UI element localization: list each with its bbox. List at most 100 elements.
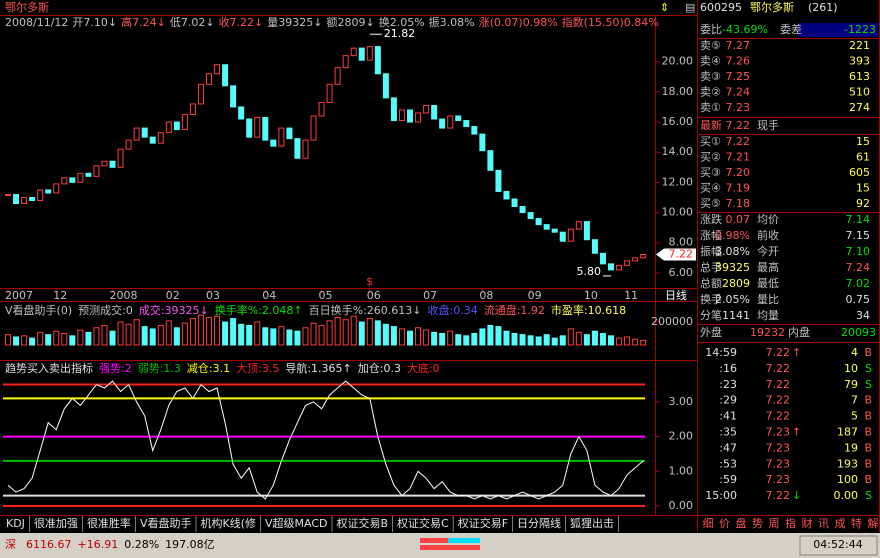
indicator-tab[interactable]: 很准胜率 bbox=[87, 516, 131, 530]
status-item: 6116.67 bbox=[26, 538, 72, 551]
volume-bar bbox=[149, 328, 156, 346]
stat-label: 振幅 bbox=[700, 244, 722, 258]
volume-bar bbox=[374, 320, 381, 346]
indicator-tab[interactable]: 很准加强 bbox=[34, 516, 78, 530]
x-tick-label: 2008 bbox=[110, 289, 138, 302]
volume-bar bbox=[342, 319, 349, 346]
candle bbox=[310, 115, 317, 141]
tick-volume: 4 bbox=[851, 346, 858, 359]
book-volume: 92 bbox=[856, 197, 870, 210]
candle bbox=[535, 218, 542, 226]
volume-bar bbox=[37, 331, 44, 346]
indicator-tab[interactable]: V超级MACD bbox=[265, 516, 328, 530]
annotation: 5.80 bbox=[577, 265, 602, 278]
y-tick-label: 1.00 bbox=[669, 464, 694, 477]
info-item: 涨(0.07)0.98% bbox=[479, 16, 558, 29]
tick-side: B bbox=[864, 410, 872, 423]
volume-bar bbox=[471, 333, 478, 346]
stat-label: 量比 bbox=[757, 293, 779, 306]
indicator-tab[interactable]: 权证交易B bbox=[336, 516, 388, 530]
book-level: 买④ bbox=[700, 182, 721, 195]
ratio-label: 委比 bbox=[700, 23, 722, 36]
info-item: 指数(15.50)0.84% bbox=[562, 15, 659, 29]
tick-volume: 187 bbox=[837, 426, 858, 439]
volume-bar bbox=[214, 315, 221, 346]
side-tab[interactable]: 价 bbox=[719, 517, 730, 530]
tick-side: B bbox=[864, 394, 872, 407]
volume-bar bbox=[125, 323, 132, 346]
stat-value: 7.14 bbox=[846, 213, 871, 226]
side-tab[interactable]: 解 bbox=[868, 516, 879, 530]
side-tab[interactable]: 周 bbox=[769, 517, 780, 530]
stat-label: 最低 bbox=[757, 277, 779, 290]
side-tab[interactable]: 讯 bbox=[818, 517, 829, 530]
diff-highlight bbox=[798, 23, 878, 37]
side-tab[interactable]: 特 bbox=[851, 516, 862, 530]
volume-bar bbox=[133, 319, 140, 346]
book-volume: 613 bbox=[849, 70, 870, 83]
volume-bar bbox=[278, 326, 285, 346]
candle bbox=[141, 127, 148, 138]
x-tick-label: 11 bbox=[624, 289, 638, 302]
candle bbox=[318, 101, 325, 117]
info-item: 换2.05% bbox=[379, 15, 425, 29]
side-tab[interactable]: 指 bbox=[785, 516, 796, 530]
book-price: 7.22 bbox=[726, 135, 751, 148]
period-label[interactable]: 日线 bbox=[665, 288, 687, 302]
candle bbox=[165, 121, 172, 134]
side-tab[interactable]: 势 bbox=[752, 517, 763, 530]
volume-bar bbox=[567, 328, 574, 346]
volume-bar bbox=[511, 333, 518, 346]
menu-icon[interactable]: ▤ bbox=[685, 1, 695, 14]
candle bbox=[262, 117, 269, 141]
scroll-icon[interactable]: ⇕ bbox=[660, 1, 669, 14]
side-tab[interactable]: 细 bbox=[703, 517, 714, 530]
side-tab[interactable]: 成 bbox=[835, 517, 846, 530]
book-price: 7.18 bbox=[726, 197, 751, 210]
candle bbox=[551, 228, 558, 233]
candle bbox=[109, 160, 116, 168]
side-tab[interactable]: 盘 bbox=[736, 516, 747, 530]
candle bbox=[197, 83, 204, 105]
candle bbox=[632, 257, 639, 262]
y-tick-label: 10.00 bbox=[662, 206, 694, 219]
book-price: 7.24 bbox=[726, 86, 751, 99]
event-marker[interactable]: $ bbox=[366, 275, 373, 288]
indicator-tab[interactable]: 权证交易F bbox=[458, 516, 508, 530]
indicator-tab[interactable]: 狐狸出击 bbox=[570, 516, 614, 530]
book-price: 7.26 bbox=[726, 55, 751, 68]
tick-arrow: ↓ bbox=[792, 489, 801, 502]
x-tick-label: 08 bbox=[479, 289, 493, 302]
candle bbox=[447, 115, 454, 129]
side-tab[interactable]: 财 bbox=[802, 516, 813, 530]
book-price: 7.20 bbox=[726, 166, 751, 179]
stat-value: 0.75 bbox=[846, 293, 871, 306]
y-tick-label: 8.00 bbox=[669, 236, 694, 249]
tick-side: B bbox=[864, 457, 872, 470]
tick-price: 7.22 bbox=[766, 346, 791, 359]
indicator-title: 趋势买入卖出指标 bbox=[5, 361, 93, 375]
candle bbox=[567, 228, 574, 242]
volume-bar bbox=[318, 324, 325, 346]
volume-bar bbox=[439, 333, 446, 346]
volume-bar bbox=[5, 334, 11, 346]
volume-header-item: 收盘:0.34 bbox=[428, 303, 478, 317]
last-price: 7.22 bbox=[726, 119, 751, 132]
indicator-tab[interactable]: KDJ bbox=[6, 517, 25, 530]
candle bbox=[37, 189, 44, 201]
indicator-tab[interactable]: 权证交易C bbox=[397, 516, 449, 530]
y-tick-label: 16.00 bbox=[662, 115, 694, 128]
volume-bar bbox=[302, 327, 309, 346]
inner-value: 20093 bbox=[841, 326, 876, 339]
volume-bar bbox=[632, 338, 639, 346]
indicator-tab[interactable]: 日分隔线 bbox=[517, 516, 561, 530]
tick-volume: 0.00 bbox=[834, 489, 859, 502]
volume-bar bbox=[382, 323, 389, 346]
last-price-tag bbox=[656, 248, 696, 261]
candle bbox=[302, 139, 309, 159]
book-level: 卖③ bbox=[700, 70, 721, 83]
y-tick-label: 6.00 bbox=[669, 266, 694, 279]
indicator-tab[interactable]: V看盘助手 bbox=[140, 516, 192, 530]
indicator-tab[interactable]: 机构K线(修 bbox=[200, 516, 256, 530]
